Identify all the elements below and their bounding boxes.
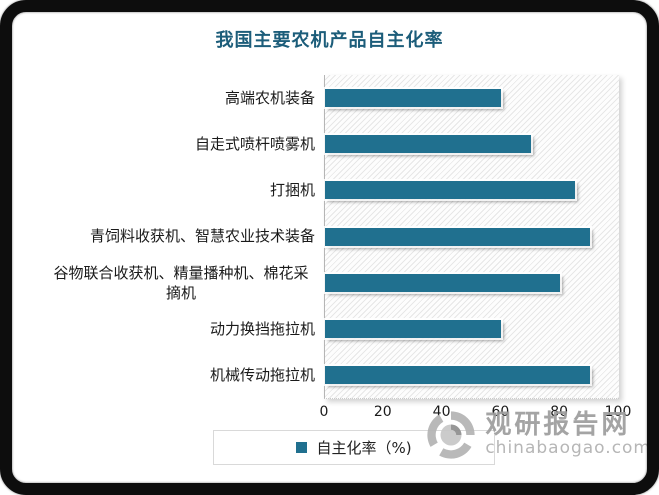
- legend-box: 自主化率（%): [213, 430, 495, 465]
- category-label: 机械传动拖拉机: [209, 365, 315, 384]
- x-axis-tick-label: 60: [491, 404, 510, 420]
- category-label: 自走式喷杆喷雾机: [194, 135, 315, 154]
- bar: [325, 135, 531, 154]
- category-label: 青饲料收获机、智慧农业技术装备: [89, 227, 315, 246]
- bar: [325, 89, 502, 108]
- x-axis-tick-label: 80: [550, 404, 569, 420]
- bar: [325, 227, 590, 246]
- x-axis-tick-label: 100: [604, 404, 632, 420]
- x-axis-tick-label: 20: [373, 404, 392, 420]
- legend-series-label: 自主化率（%): [316, 439, 412, 457]
- bar: [325, 365, 590, 384]
- bar: [325, 181, 575, 200]
- chart-title: 我国主要农机产品自主化率: [215, 30, 444, 51]
- watermark-site-url: chinabaogao.com: [485, 437, 651, 458]
- category-label: 打捆机: [269, 181, 315, 200]
- plot-area: [324, 75, 619, 399]
- category-label: 谷物联合收获机、精量播种机、棉花采摘机: [53, 263, 309, 302]
- x-axis-tick-label: 40: [432, 404, 451, 420]
- bar: [325, 319, 502, 338]
- legend-marker-swatch: [296, 442, 308, 453]
- category-label: 高端农机装备: [224, 89, 315, 108]
- bar: [325, 273, 561, 292]
- x-axis-tick-label: 0: [319, 404, 329, 420]
- category-label: 动力换挡拖拉机: [209, 319, 315, 338]
